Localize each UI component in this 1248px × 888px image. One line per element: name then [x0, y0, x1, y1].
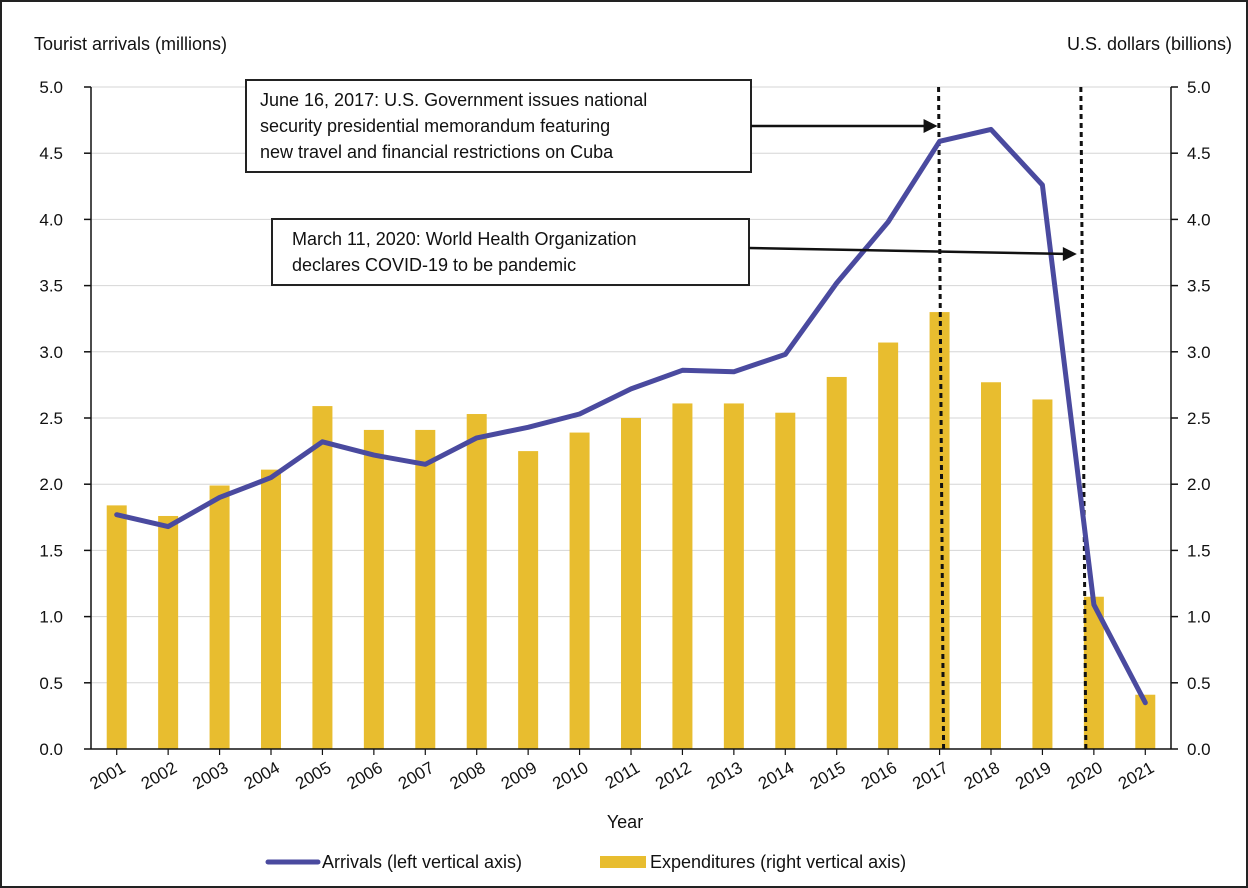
- right-tick-label: 2.0: [1187, 475, 1211, 494]
- arrowhead-icon: [923, 119, 938, 133]
- left-tick-label: 4.5: [39, 144, 63, 163]
- bar-2012: [672, 403, 693, 749]
- bar-2001: [106, 505, 127, 749]
- legend-label-expenditures: Expenditures (right vertical axis): [650, 852, 906, 872]
- left-axis-ticks: 0.0 0.5 1.0 1.5 2.0 2.5 3.0 3.5 4.0 4.5 5.0: [39, 78, 91, 759]
- annotation-line: security presidential memorandum featuri…: [260, 116, 610, 136]
- annotation-line: March 11, 2020: World Health Organizatio…: [292, 229, 637, 249]
- right-tick-label: 1.0: [1187, 608, 1211, 627]
- marker-line-2017: [937, 86, 946, 750]
- right-axis-ticks: 0.0 0.5 1.0 1.5 2.0 2.5 3.0 3.5 4.0 4.5 5.0: [1171, 78, 1211, 759]
- annotation-june-2017: June 16, 2017: U.S. Government issues na…: [245, 79, 938, 173]
- right-tick-label: 3.5: [1187, 277, 1211, 296]
- bar-2017: [929, 312, 950, 749]
- left-tick-label: 1.0: [39, 608, 63, 627]
- bar-2002: [158, 515, 179, 749]
- annotation-line: June 16, 2017: U.S. Government issues na…: [260, 90, 647, 110]
- marker-line-2020: [1079, 86, 1088, 750]
- bar-2011: [621, 418, 641, 749]
- left-tick-label: 3.0: [39, 343, 63, 362]
- right-tick-label: 1.5: [1187, 541, 1211, 560]
- right-tick-label: 3.0: [1187, 343, 1211, 362]
- bar-2018: [981, 382, 1001, 749]
- left-tick-label: 4.0: [39, 210, 63, 229]
- annotation-line: declares COVID-19 to be pandemic: [292, 255, 576, 275]
- legend: Arrivals (left vertical axis) Expenditur…: [265, 852, 906, 872]
- left-tick-label: 2.0: [39, 475, 63, 494]
- bar-2015: [826, 376, 847, 749]
- expenditure-bars: [106, 312, 1156, 749]
- left-tick-label: 5.0: [39, 78, 63, 97]
- left-tick-label: 2.5: [39, 409, 63, 428]
- bar-2006: [363, 429, 384, 749]
- annotation-box: [271, 218, 750, 286]
- annotation-line: new travel and financial restrictions on…: [260, 142, 614, 162]
- arrivals-line: [114, 126, 1148, 706]
- legend-label-arrivals: Arrivals (left vertical axis): [322, 852, 522, 872]
- left-tick-label: 0.5: [39, 674, 63, 693]
- bar-2013: [723, 403, 744, 749]
- left-axis-title: Tourist arrivals (millions): [34, 34, 227, 54]
- bar-2019: [1032, 399, 1053, 749]
- event-markers: [937, 86, 1088, 750]
- right-tick-label: 5.0: [1187, 78, 1211, 97]
- annotation-box: [245, 79, 752, 173]
- bar-2009: [518, 451, 539, 749]
- right-tick-label: 4.5: [1187, 144, 1211, 163]
- legend-bar-swatch: [600, 856, 646, 868]
- bar-2016: [878, 342, 899, 749]
- bar-2008: [466, 414, 487, 749]
- bar-2021: [1135, 694, 1156, 749]
- arrowhead-icon: [1062, 247, 1077, 261]
- bar-2005: [312, 406, 333, 749]
- right-tick-label: 2.5: [1187, 409, 1211, 428]
- annotation-march-2020: March 11, 2020: World Health Organizatio…: [271, 218, 1077, 286]
- bar-2003: [209, 485, 230, 749]
- bar-2020: [1083, 596, 1104, 749]
- right-tick-label: 0.5: [1187, 674, 1211, 693]
- bar-2014: [775, 412, 796, 749]
- left-tick-label: 1.5: [39, 541, 63, 560]
- bar-2010: [569, 432, 590, 749]
- left-tick-label: 0.0: [39, 740, 63, 759]
- bar-2007: [415, 429, 436, 749]
- x-axis-title: Year: [607, 812, 643, 832]
- right-tick-label: 4.0: [1187, 210, 1211, 229]
- right-tick-label: 0.0: [1187, 740, 1211, 759]
- right-axis-title: U.S. dollars (billions): [1067, 34, 1232, 54]
- left-tick-label: 3.5: [39, 277, 63, 296]
- annotation-arrow: [748, 246, 1071, 256]
- bar-2004: [261, 469, 281, 749]
